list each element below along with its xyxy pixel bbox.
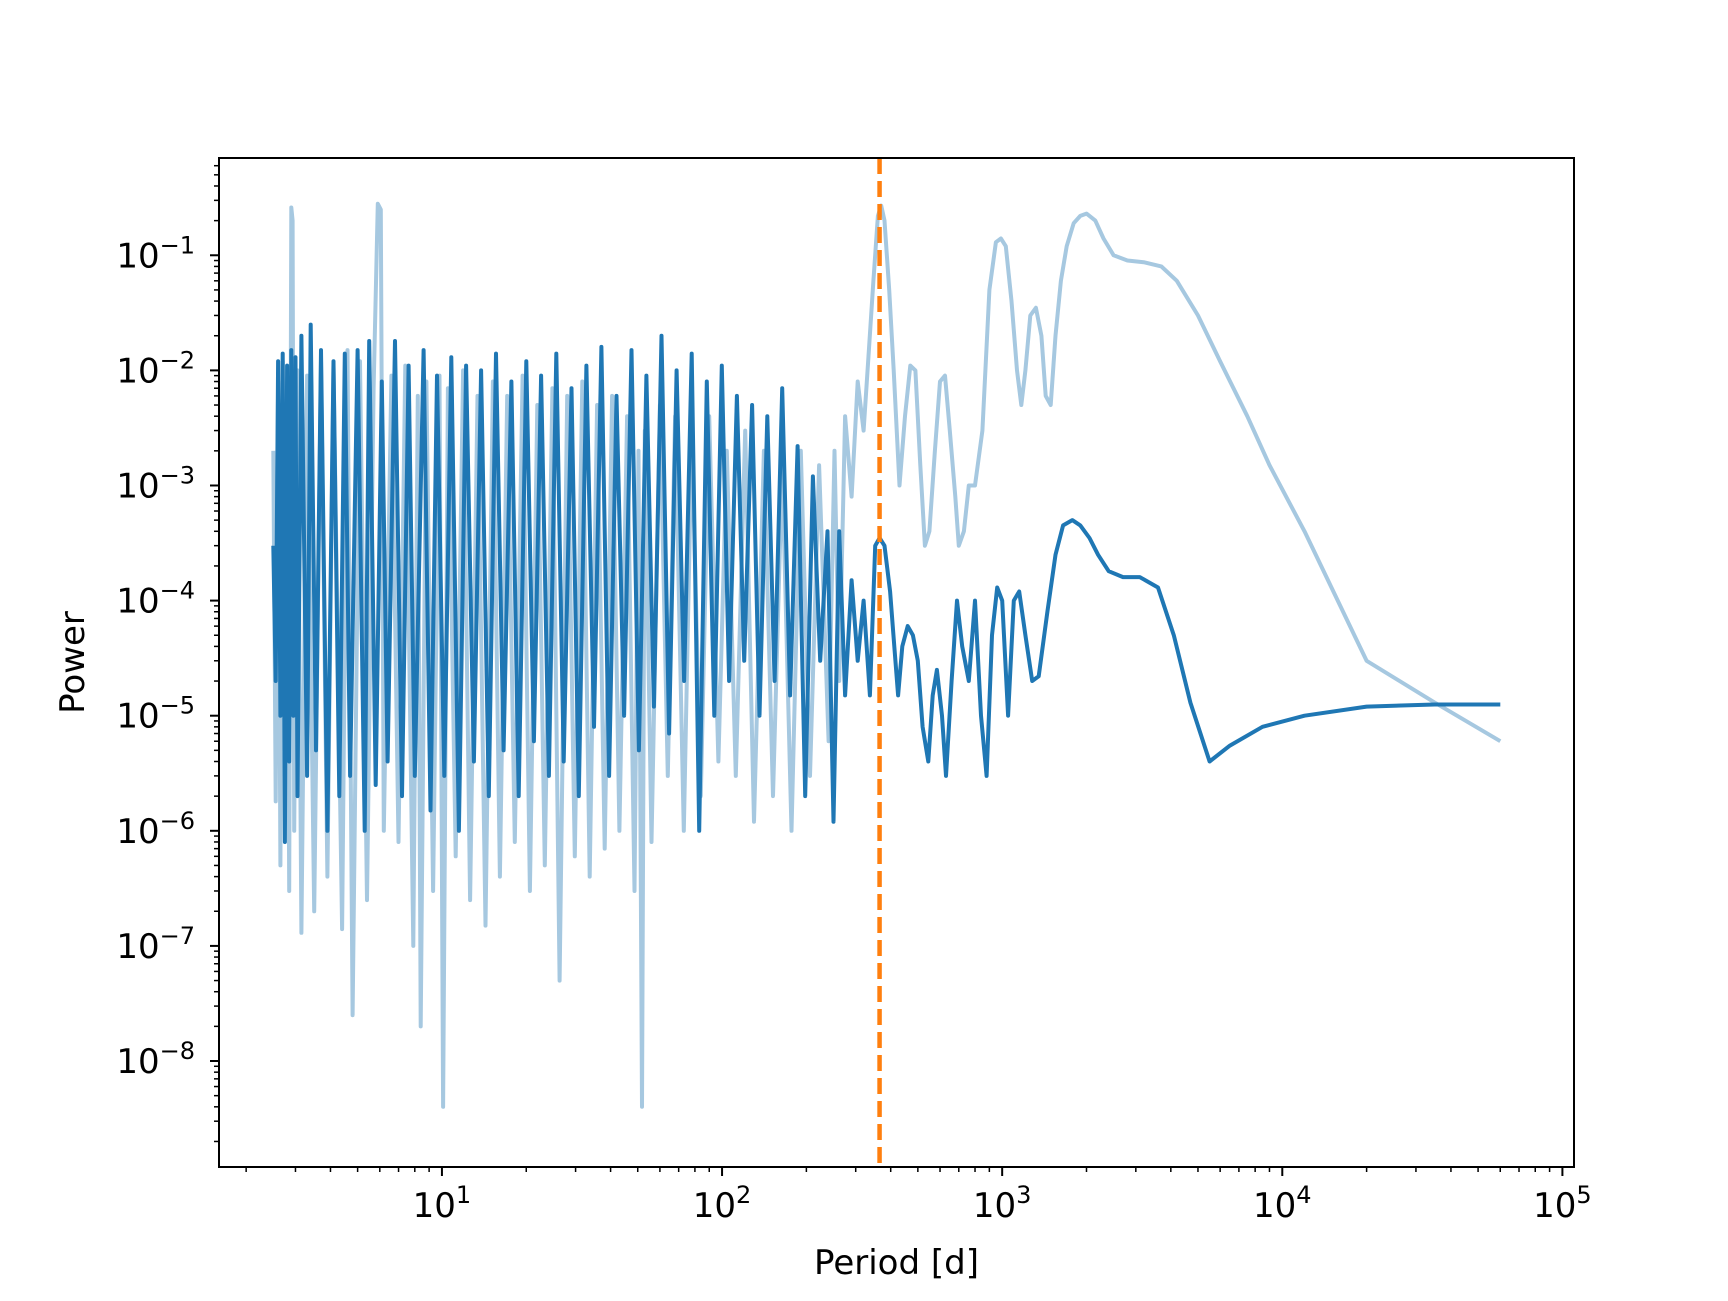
series-line-1 bbox=[271, 201, 1502, 1109]
y-tick-base: 10 bbox=[116, 697, 159, 737]
tick-labels: 101 102 103 104 10510−810−710−610−510−410−31… bbox=[116, 231, 1591, 1226]
y-axis-label: Power bbox=[53, 611, 93, 714]
y-tick-exponent: −6 bbox=[160, 807, 195, 835]
y-tick-base: 10 bbox=[116, 351, 159, 391]
y-tick-base: 10 bbox=[116, 927, 159, 967]
y-tick-label: 10−7 bbox=[116, 922, 195, 967]
x-tick-exponent: 5 bbox=[1576, 1181, 1591, 1209]
y-tick-exponent: −4 bbox=[160, 577, 195, 605]
y-tick-base: 10 bbox=[116, 466, 159, 506]
y-tick-exponent: −3 bbox=[160, 461, 195, 489]
y-tick-label: 10−4 bbox=[116, 577, 195, 622]
y-tick-exponent: −1 bbox=[160, 231, 195, 259]
x-tick-label: 105 bbox=[1533, 1181, 1592, 1226]
x-tick-base: 10 bbox=[973, 1186, 1016, 1226]
x-tick-base: 10 bbox=[413, 1186, 456, 1226]
x-tick-base: 10 bbox=[1253, 1186, 1296, 1226]
x-tick-label: 101 bbox=[413, 1181, 472, 1226]
y-tick-base: 10 bbox=[116, 582, 159, 622]
y-tick-base: 10 bbox=[116, 236, 159, 276]
y-tick-label: 10−8 bbox=[116, 1037, 195, 1082]
y-tick-label: 10−2 bbox=[116, 346, 195, 391]
x-tick-base: 10 bbox=[693, 1186, 736, 1226]
x-tick-label: 103 bbox=[973, 1181, 1032, 1226]
x-tick-label: 102 bbox=[693, 1181, 752, 1226]
x-tick-exponent: 1 bbox=[456, 1181, 471, 1209]
y-tick-label: 10−1 bbox=[116, 231, 195, 276]
y-tick-label: 10−5 bbox=[116, 692, 195, 737]
x-tick-exponent: 2 bbox=[736, 1181, 751, 1209]
series-line-2 bbox=[271, 322, 1501, 844]
x-tick-exponent: 4 bbox=[1296, 1181, 1311, 1209]
axes-frame bbox=[218, 157, 1575, 1168]
y-tick-label: 10−3 bbox=[116, 461, 195, 506]
x-tick-base: 10 bbox=[1533, 1186, 1576, 1226]
y-tick-exponent: −8 bbox=[160, 1037, 195, 1065]
x-tick-label: 104 bbox=[1253, 1181, 1312, 1226]
y-tick-exponent: −7 bbox=[160, 922, 195, 950]
plot-area bbox=[271, 158, 1502, 1167]
x-tick-exponent: 3 bbox=[1016, 1181, 1031, 1209]
y-tick-exponent: −5 bbox=[160, 692, 195, 720]
y-tick-exponent: −2 bbox=[160, 346, 195, 374]
y-tick-base: 10 bbox=[116, 812, 159, 852]
y-tick-base: 10 bbox=[116, 1042, 159, 1082]
x-axis-label: Period [d] bbox=[814, 1243, 979, 1283]
y-tick-label: 10−6 bbox=[116, 807, 195, 852]
